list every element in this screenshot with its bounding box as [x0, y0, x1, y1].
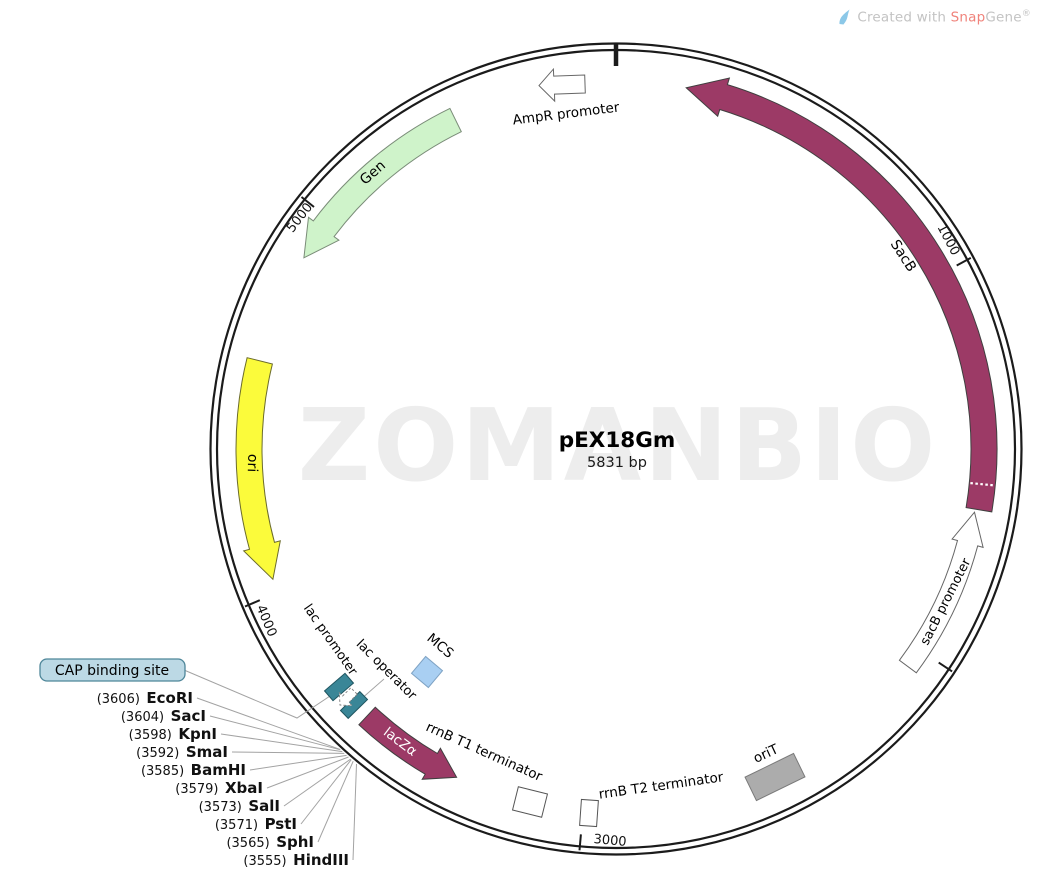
- feature-box-rrnB-T1-terminator[interactable]: [511, 786, 549, 818]
- enzyme-name: XbaI: [225, 779, 263, 797]
- enzyme-name: SacI: [171, 707, 206, 725]
- enzyme-name: SphI: [276, 833, 314, 851]
- enzyme-name: SmaI: [186, 743, 228, 761]
- enzyme-leader-PstI: [300, 759, 352, 825]
- plasmid-name: pEX18Gm: [559, 428, 676, 453]
- credit-registered-mark: ®: [1021, 9, 1031, 19]
- enzyme-position: (3571): [215, 818, 265, 833]
- enzyme-position: (3555): [243, 854, 293, 869]
- enzyme-site-KpnI[interactable]: (3598) KpnI: [129, 725, 217, 743]
- tick-mark-3000: [578, 834, 582, 851]
- feature-arrow-ori[interactable]: [235, 357, 281, 581]
- snapgene-credit: Created with SnapGene®: [838, 9, 1031, 26]
- enzyme-site-SacI[interactable]: (3604) SacI: [121, 707, 206, 725]
- feature-label-MCS[interactable]: MCS: [423, 630, 456, 661]
- enzyme-site-EcoRI[interactable]: (3606) EcoRI: [97, 689, 193, 707]
- feature-box-MCS[interactable]: [410, 655, 444, 689]
- plasmid-size: 5831 bp: [587, 455, 647, 471]
- feature-label-rrnB-T2-terminator[interactable]: rrnB T2 terminator: [598, 769, 725, 802]
- enzyme-site-SmaI[interactable]: (3592) SmaI: [136, 743, 228, 761]
- cap-binding-site-label[interactable]: CAP binding site: [55, 663, 169, 679]
- enzyme-site-BamHI[interactable]: (3585) BamHI: [141, 761, 246, 779]
- tick-mark-4000: [244, 599, 261, 608]
- feature-arrow-gen[interactable]: [303, 107, 462, 259]
- enzyme-name: BamHI: [191, 761, 246, 779]
- enzyme-site-PstI[interactable]: (3571) PstI: [215, 815, 297, 833]
- feature-label-lac-operator-block[interactable]: lac operator: [353, 637, 420, 704]
- enzyme-site-XbaI[interactable]: (3579) XbaI: [175, 779, 263, 797]
- feature-label-sacB-promoter[interactable]: sacB promoter: [918, 556, 975, 648]
- feature-box-CAP-binding-site-block[interactable]: [323, 672, 355, 702]
- credit-brand-accent: Snap: [950, 9, 986, 26]
- enzyme-leader-SalI: [283, 758, 351, 807]
- enzyme-leader-SphI: [317, 761, 354, 843]
- enzyme-position: (3592): [136, 746, 186, 761]
- enzyme-leader-SacI: [209, 715, 341, 751]
- tick-label-3000: 3000: [593, 832, 627, 850]
- tick-mark-5000: [300, 196, 315, 208]
- enzyme-leader-BamHI: [249, 754, 347, 771]
- lac-promoter-label[interactable]: lac promoter: [300, 602, 360, 679]
- enzyme-leader-HindIII: [352, 763, 357, 861]
- feature-box-rrnB-T2-terminator[interactable]: [579, 798, 599, 828]
- feature-arrow-sacB[interactable]: [685, 77, 998, 513]
- enzyme-leader-KpnI: [220, 733, 343, 753]
- enzyme-leader-EcoRI: [196, 697, 340, 750]
- feature-polygon-lac-promoter-glyph[interactable]: [338, 687, 358, 707]
- enzyme-site-SphI[interactable]: (3565) SphI: [226, 833, 314, 851]
- tick-mark-2000: [938, 661, 953, 673]
- enzyme-position: (3606): [97, 692, 147, 707]
- enzyme-leader-SmaI: [231, 751, 345, 754]
- feature-label-AmpR-promoter[interactable]: AmpR promoter: [512, 99, 621, 128]
- credit-prefix: Created with: [857, 9, 951, 26]
- snapgene-logo-icon: [839, 9, 850, 25]
- enzyme-position: (3585): [141, 764, 191, 779]
- enzyme-site-HindIII[interactable]: (3555) HindIII: [243, 851, 349, 869]
- enzyme-name: KpnI: [178, 725, 217, 743]
- enzyme-position: (3565): [226, 836, 276, 851]
- credit-brand-rest: Gene: [985, 9, 1022, 26]
- feature-polygon-AmpR-promoter[interactable]: [538, 67, 586, 103]
- enzyme-position: (3598): [129, 728, 179, 743]
- tick-mark-1000: [956, 257, 972, 267]
- enzyme-position: (3604): [121, 710, 171, 725]
- sacB-boundary-dash: [970, 482, 995, 487]
- enzyme-name: HindIII: [293, 851, 349, 869]
- watermark-text: ZOMANBIO: [298, 387, 939, 504]
- enzyme-leader-XbaI: [266, 756, 349, 789]
- enzyme-name: PstI: [265, 815, 297, 833]
- cap-binding-site-leader: [183, 669, 337, 719]
- enzyme-position: (3579): [175, 782, 225, 797]
- feature-arrow-lacZa[interactable]: [358, 706, 458, 780]
- feature-label-ori[interactable]: ori: [244, 454, 261, 473]
- enzyme-name: EcoRI: [146, 689, 193, 707]
- feature-arrow-sacB-promoter[interactable]: [898, 511, 984, 674]
- cap-binding-site-highlight[interactable]: [39, 658, 186, 682]
- enzyme-name: SalI: [248, 797, 280, 815]
- feature-box-oriT[interactable]: [744, 752, 806, 802]
- enzyme-site-SalI[interactable]: (3573) SalI: [199, 797, 280, 815]
- enzyme-position: (3573): [199, 800, 249, 815]
- backbone-ring-outer: [209, 42, 1023, 856]
